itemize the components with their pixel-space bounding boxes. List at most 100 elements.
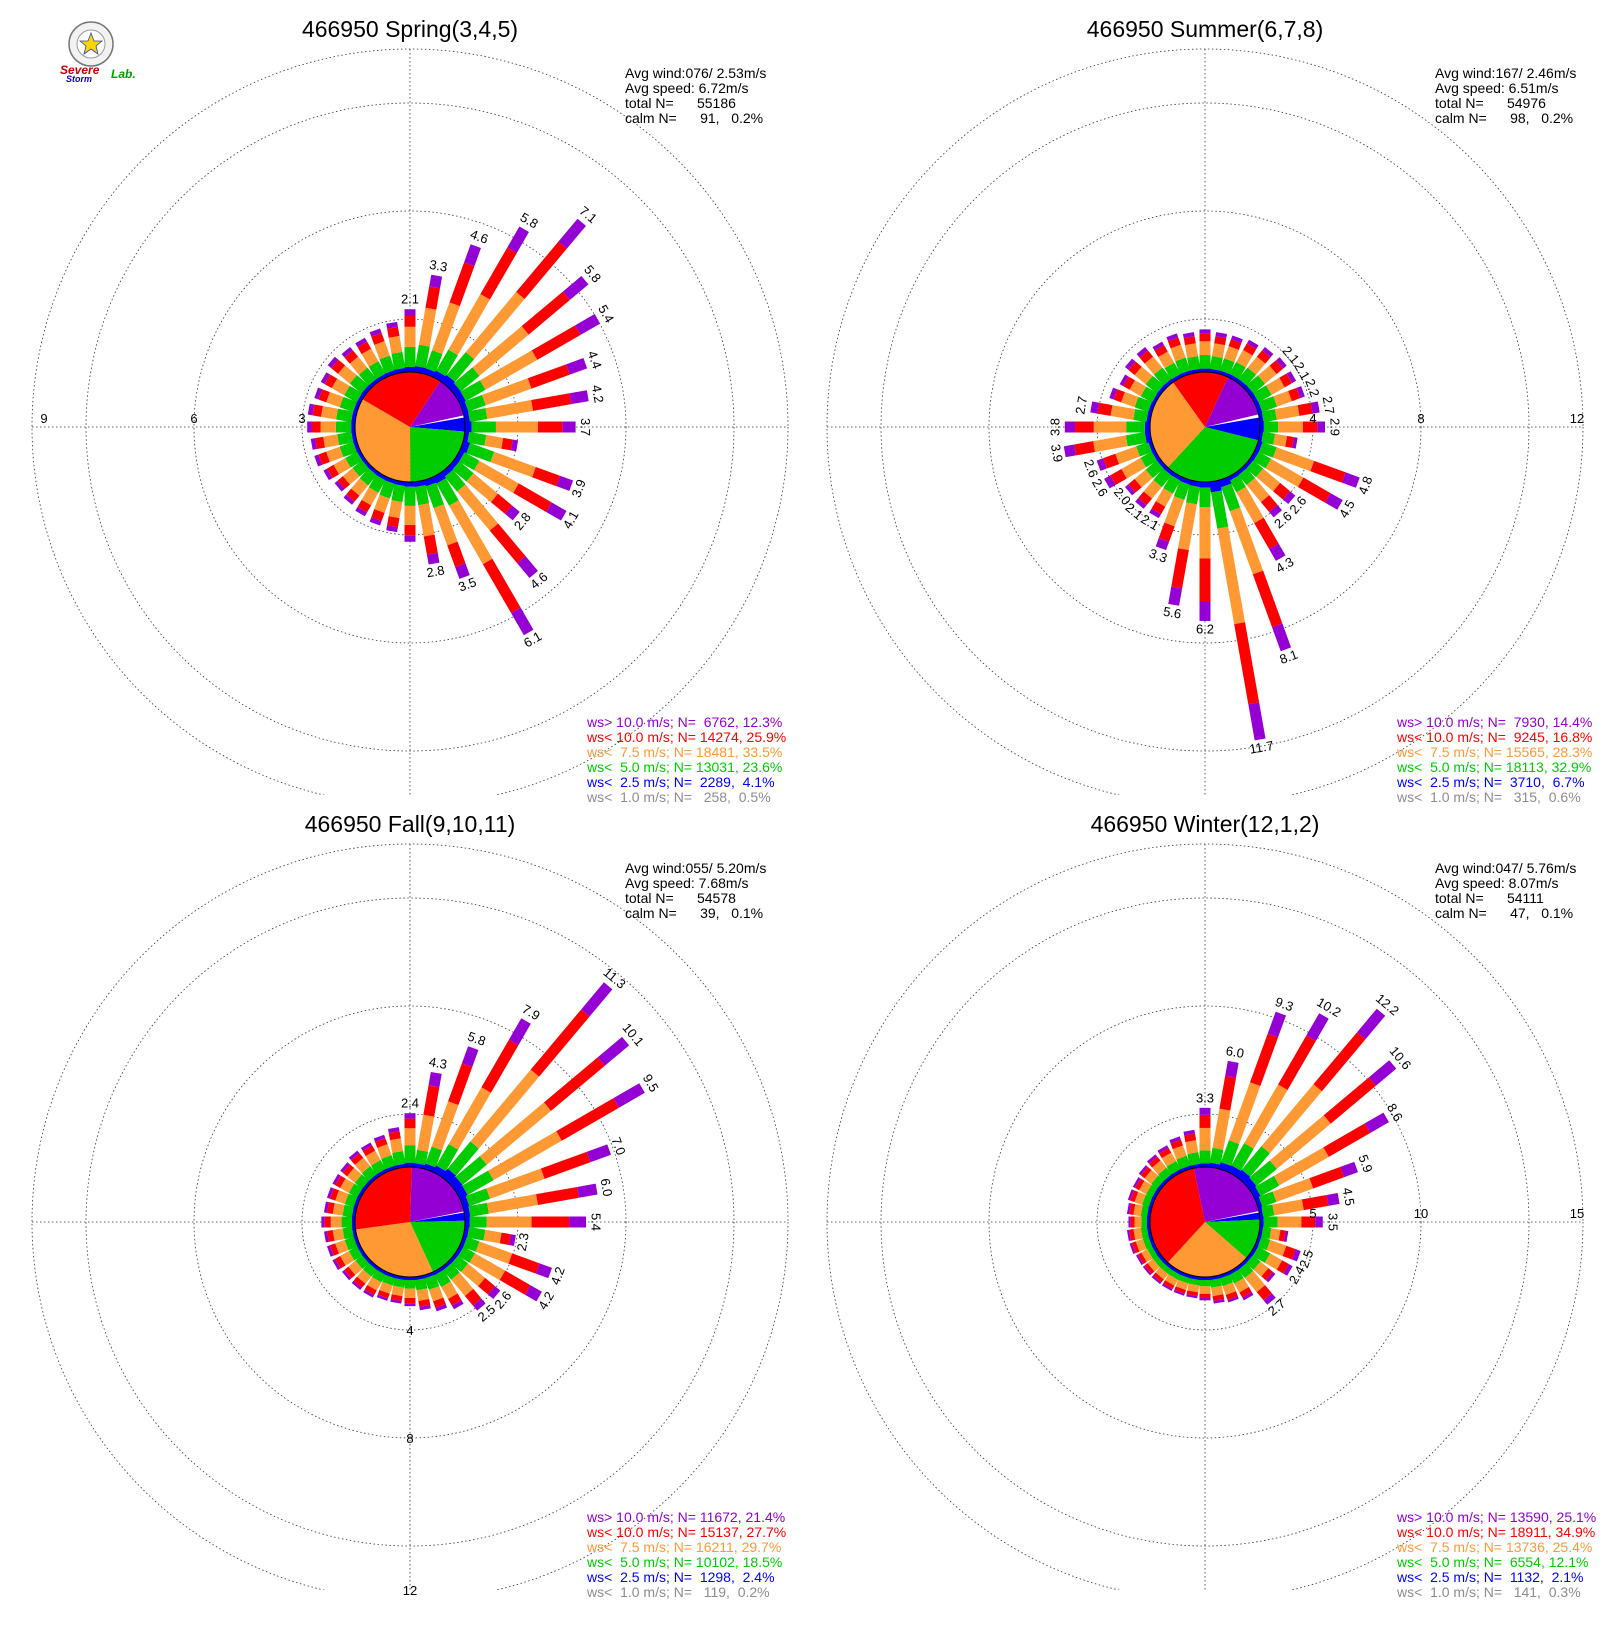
rose-bar-segment <box>348 1150 360 1161</box>
rose-bar-segment <box>315 436 326 449</box>
rose-bar-segment <box>404 486 416 506</box>
bar-total-label: 3.9 <box>1048 443 1066 463</box>
pie-outline <box>1149 371 1261 483</box>
rose-bar-segment <box>1225 1060 1239 1078</box>
rose-bar-segment <box>1229 361 1246 380</box>
rose-bar-segment <box>1148 1156 1161 1168</box>
calm-ring-tick <box>414 1163 426 1169</box>
rose-bar-segment <box>307 421 312 433</box>
rose-bar-segment <box>513 483 552 512</box>
rose-bar-segment <box>1244 1084 1288 1149</box>
speed-class-pie-slice <box>355 1222 434 1277</box>
rose-bar-segment <box>337 431 354 446</box>
rose-bar-segment <box>1178 1273 1191 1284</box>
bar-total-label: 3.8 <box>1047 418 1062 436</box>
rose-bar-segment <box>1238 468 1256 486</box>
rose-bar-segment <box>1173 480 1190 501</box>
rose-bar-segment <box>543 1057 605 1111</box>
calm-ring-tick <box>414 368 426 374</box>
pie-outline <box>1149 1166 1261 1278</box>
calm-ring-tick <box>1157 385 1167 396</box>
rose-bar-segment <box>374 494 390 513</box>
bar-total-label: 4.3 <box>428 1054 448 1072</box>
rose-bar-segment <box>531 1216 570 1228</box>
rose-bar-segment <box>562 421 576 433</box>
calm-ring-tick <box>376 374 388 383</box>
rose-bar-segment <box>1241 1146 1270 1177</box>
rose-bar-segment <box>535 1263 553 1279</box>
rose-bar-segment <box>371 509 385 522</box>
rose-bar-segment <box>362 1262 378 1277</box>
panel-title: 466950 Winter(12,1,2) <box>1091 811 1320 837</box>
rose-bar-segment <box>1306 1013 1329 1041</box>
rose-bar-segment <box>1238 367 1257 386</box>
ring-tick-label: 12 <box>1570 411 1584 426</box>
calm-ring-tick <box>1157 1253 1167 1264</box>
rose-bar-segment <box>1229 475 1246 493</box>
rose-bar-segment <box>1255 1175 1280 1197</box>
rose-bar-segment <box>1155 1267 1169 1280</box>
calm-ring-tick <box>459 440 467 453</box>
rose-bar-segment <box>344 350 359 364</box>
bar-total-label: 9.3 <box>1273 994 1295 1014</box>
rose-bar-segment <box>369 328 382 337</box>
rose-bar-segment <box>464 394 486 412</box>
rose-bar-segment <box>1250 1033 1279 1087</box>
panel-title: 466950 Fall(9,10,11) <box>305 811 516 837</box>
rose-bar-segment <box>1119 374 1129 387</box>
rose-bar-segment <box>1097 402 1113 416</box>
rose-bar-segment <box>466 443 495 463</box>
rose-bar-segment <box>1283 1230 1289 1242</box>
calm-ring-tick <box>1148 440 1156 453</box>
calm-ring-tick <box>463 1206 469 1218</box>
rose-bar-segment <box>1278 1035 1316 1090</box>
rose-bar-segment <box>448 1063 473 1106</box>
rose-bar-segment <box>417 1114 435 1152</box>
calm-ring-tick <box>1179 1271 1192 1279</box>
rose-bar-segment <box>324 1216 331 1228</box>
rose-bar-segment <box>586 1144 612 1163</box>
speed-legend-entry: ws< 2.5 m/s; N= 2289, 4.1% <box>586 774 775 790</box>
rose-bar-segment <box>508 1234 516 1246</box>
rose-bar-segment <box>489 523 526 564</box>
rose-bar-segment <box>1199 558 1211 602</box>
rose-bar-segment <box>1253 451 1272 469</box>
rose-bar-segment <box>465 291 525 360</box>
rose-bar-segment <box>1144 356 1163 375</box>
rose-bar-segment <box>473 460 519 493</box>
rose-bar-segment <box>354 1174 370 1190</box>
rose-bar-segment <box>1183 1129 1195 1136</box>
rose-bar-segment <box>1199 354 1211 369</box>
wind-stats-line: total N= 54578 <box>625 890 736 906</box>
rose-bar-segment <box>1245 1254 1261 1270</box>
rose-bar-segment <box>418 1299 431 1307</box>
calm-ring-tick <box>1157 458 1167 469</box>
rose-bar-segment <box>468 1202 489 1217</box>
rose-bar-segment <box>1163 1280 1175 1290</box>
rose-bar-segment <box>323 434 340 448</box>
speed-class-pie-slice <box>410 427 465 482</box>
calm-ring-tick <box>394 368 406 374</box>
calm-ring-tick <box>384 1165 397 1173</box>
rose-bar-segment <box>404 1145 416 1163</box>
rose-bar-segment <box>1096 458 1108 471</box>
calm-ring-tick <box>1152 1188 1161 1200</box>
rose-bar-segment <box>1269 1228 1281 1241</box>
rose-bar-segment <box>323 1231 329 1243</box>
rose-bar-segment <box>480 247 517 300</box>
rose-bar-segment <box>340 1251 355 1266</box>
calm-ring-tick <box>352 421 355 433</box>
rose-bar-segment <box>364 1285 377 1296</box>
rose-bar-segment <box>1310 460 1346 483</box>
rose-bar-segment <box>1256 1285 1272 1301</box>
rose-bar-segment <box>530 1009 590 1077</box>
wind-rose-panel: 4 8 122.12.12.22.72.94.84.52.62.64.38.111.… <box>826 16 1592 805</box>
rose-bar-segment <box>1310 401 1320 414</box>
rose-bar-segment <box>1301 1194 1329 1211</box>
rose-bar-segment <box>447 541 466 568</box>
calm-ring-tick <box>459 1196 467 1209</box>
rose-bar-segment <box>1277 1216 1302 1228</box>
rose-bar-segment <box>464 1288 482 1306</box>
rose-bar-segment <box>1274 405 1300 420</box>
rose-bar-segment <box>425 1146 442 1168</box>
